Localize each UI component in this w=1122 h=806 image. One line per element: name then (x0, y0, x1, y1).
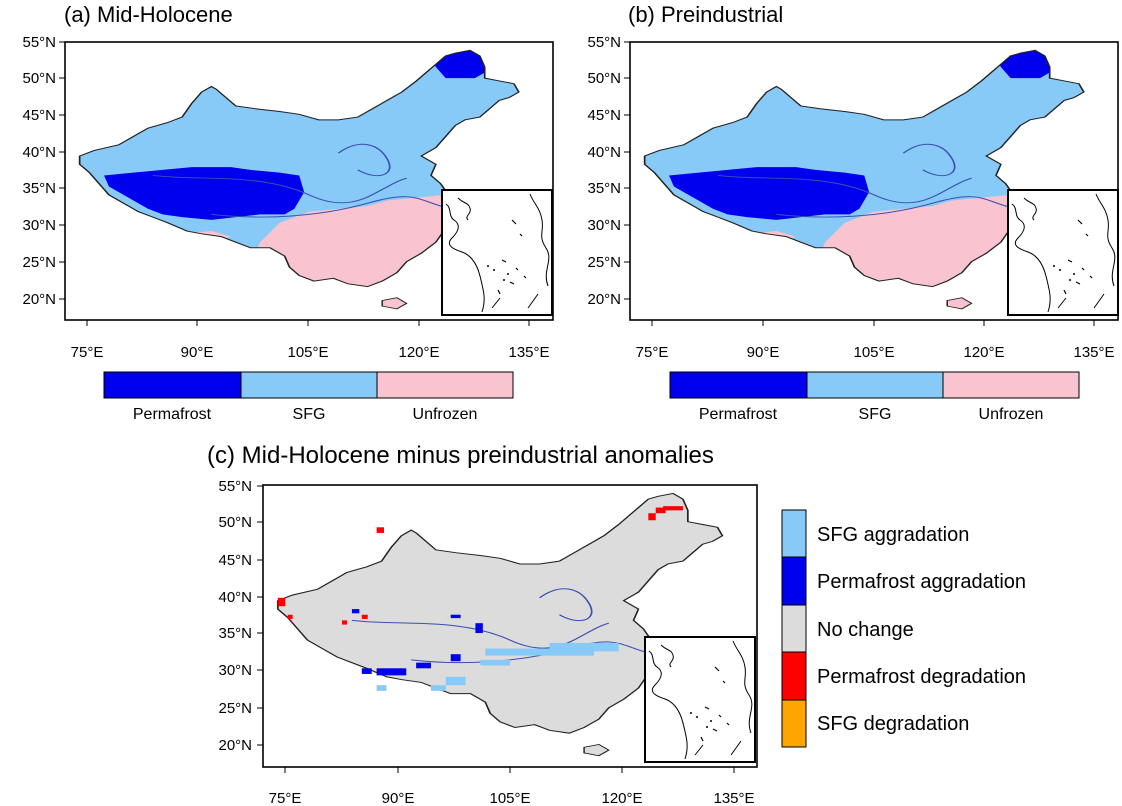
lat-tick-label: 50°N (587, 70, 621, 87)
legend-swatch-sfg-aggradation (781, 509, 807, 558)
panel-a-lon-axis: 75°E 90°E 105°E 120°E 135°E (71, 320, 550, 361)
colorbar-label: Permafrost (699, 406, 778, 423)
lat-tick-label: 45°N (218, 552, 252, 569)
panel-b-lon-axis: 75°E 90°E 105°E 120°E 135°E (636, 320, 1115, 361)
lat-tick-label: 40°N (22, 144, 56, 161)
colorbar-sfg-swatch (240, 371, 378, 399)
lat-tick-label: 30°N (22, 217, 56, 234)
colorbar-label: SFG (293, 406, 326, 423)
panel-c-inset-map (644, 636, 756, 763)
lat-tick-label: 20°N (587, 291, 621, 308)
lat-tick-label: 40°N (587, 144, 621, 161)
legend-label: SFG aggradation (817, 524, 969, 546)
panel-c-map (278, 493, 723, 755)
lat-tick-label: 20°N (22, 291, 56, 308)
lat-tick-label: 45°N (587, 107, 621, 124)
lat-tick-label: 55°N (22, 34, 56, 51)
colorbar-label: Permafrost (133, 406, 212, 423)
lon-tick-label: 75°E (71, 344, 104, 361)
lat-tick-label: 20°N (218, 737, 252, 754)
lat-tick-label: 30°N (587, 217, 621, 234)
lon-tick-label: 75°E (636, 344, 669, 361)
panel-b: (b) Preindustrial 55°N 50°N 45°N 40°N 35… (587, 2, 1119, 423)
lat-tick-label: 55°N (218, 478, 252, 495)
lon-tick-label: 120°E (398, 344, 439, 361)
lon-tick-label: 105°E (489, 790, 530, 806)
panel-c-lat-axis: 55°N 50°N 45°N 40°N 35°N 30°N 25°N 20°N (218, 478, 263, 754)
lat-tick-label: 25°N (587, 254, 621, 271)
colorbar-unfrozen-swatch (376, 371, 514, 399)
legend-label: Permafrost aggradation (817, 571, 1026, 593)
panel-a-colorbar: Permafrost SFG Unfrozen (103, 371, 514, 423)
lat-tick-label: 25°N (218, 700, 252, 717)
lat-tick-label: 35°N (587, 180, 621, 197)
colorbar-permafrost-swatch (103, 371, 242, 399)
lat-tick-label: 40°N (218, 589, 252, 606)
panel-a-title: (a) Mid-Holocene (64, 2, 233, 27)
lon-tick-label: 135°E (1073, 344, 1114, 361)
panel-b-colorbar: Permafrost SFG Unfrozen (669, 371, 1080, 423)
lat-tick-label: 30°N (218, 662, 252, 679)
panel-b-inset-map (1007, 189, 1119, 316)
lat-tick-label: 50°N (218, 514, 252, 531)
panel-c-legend: SFG aggradation Permafrost aggradation N… (781, 509, 1026, 748)
colorbar-label: SFG (859, 406, 892, 423)
legend-swatch-sfg-degradation (781, 699, 807, 748)
colorbar-permafrost-swatch (669, 371, 808, 399)
lat-tick-label: 35°N (22, 180, 56, 197)
panel-a-inset-map (441, 189, 553, 316)
panel-a-lat-axis: 55°N 50°N 45°N 40°N 35°N 30°N 25°N 20°N (22, 34, 65, 308)
panel-a: (a) Mid-Holocene 55°N 50°N 45°N 40°N 35°… (22, 2, 554, 423)
lat-tick-label: 25°N (22, 254, 56, 271)
legend-swatch-no-change (781, 604, 807, 653)
lon-tick-label: 135°E (713, 790, 754, 806)
panel-b-title: (b) Preindustrial (628, 2, 783, 27)
lon-tick-label: 105°E (287, 344, 328, 361)
colorbar-unfrozen-swatch (942, 371, 1080, 399)
legend-swatch-permafrost-aggradation (781, 556, 807, 606)
legend-label: SFG degradation (817, 713, 969, 735)
lat-tick-label: 50°N (22, 70, 56, 87)
lat-tick-label: 45°N (22, 107, 56, 124)
lat-tick-label: 35°N (218, 625, 252, 642)
colorbar-label: Unfrozen (413, 406, 478, 423)
legend-label: Permafrost degradation (817, 666, 1026, 688)
lon-tick-label: 75°E (269, 790, 302, 806)
colorbar-sfg-swatch (806, 371, 944, 399)
panel-b-lat-axis: 55°N 50°N 45°N 40°N 35°N 30°N 25°N 20°N (587, 34, 630, 308)
lat-tick-label: 55°N (587, 34, 621, 51)
lon-tick-label: 90°E (747, 344, 780, 361)
colorbar-label: Unfrozen (979, 406, 1044, 423)
legend-swatch-permafrost-degradation (781, 651, 807, 701)
lon-tick-label: 105°E (853, 344, 894, 361)
panel-c-lon-axis: 75°E 90°E 105°E 120°E 135°E (269, 767, 755, 806)
panel-c-title: (c) Mid-Holocene minus preindustrial ano… (207, 442, 714, 469)
lon-tick-label: 135°E (508, 344, 549, 361)
lon-tick-label: 120°E (601, 790, 642, 806)
lon-tick-label: 90°E (382, 790, 415, 806)
lon-tick-label: 90°E (181, 344, 214, 361)
legend-label: No change (817, 619, 914, 641)
panel-c: (c) Mid-Holocene minus preindustrial ano… (207, 442, 1026, 806)
lon-tick-label: 120°E (963, 344, 1004, 361)
